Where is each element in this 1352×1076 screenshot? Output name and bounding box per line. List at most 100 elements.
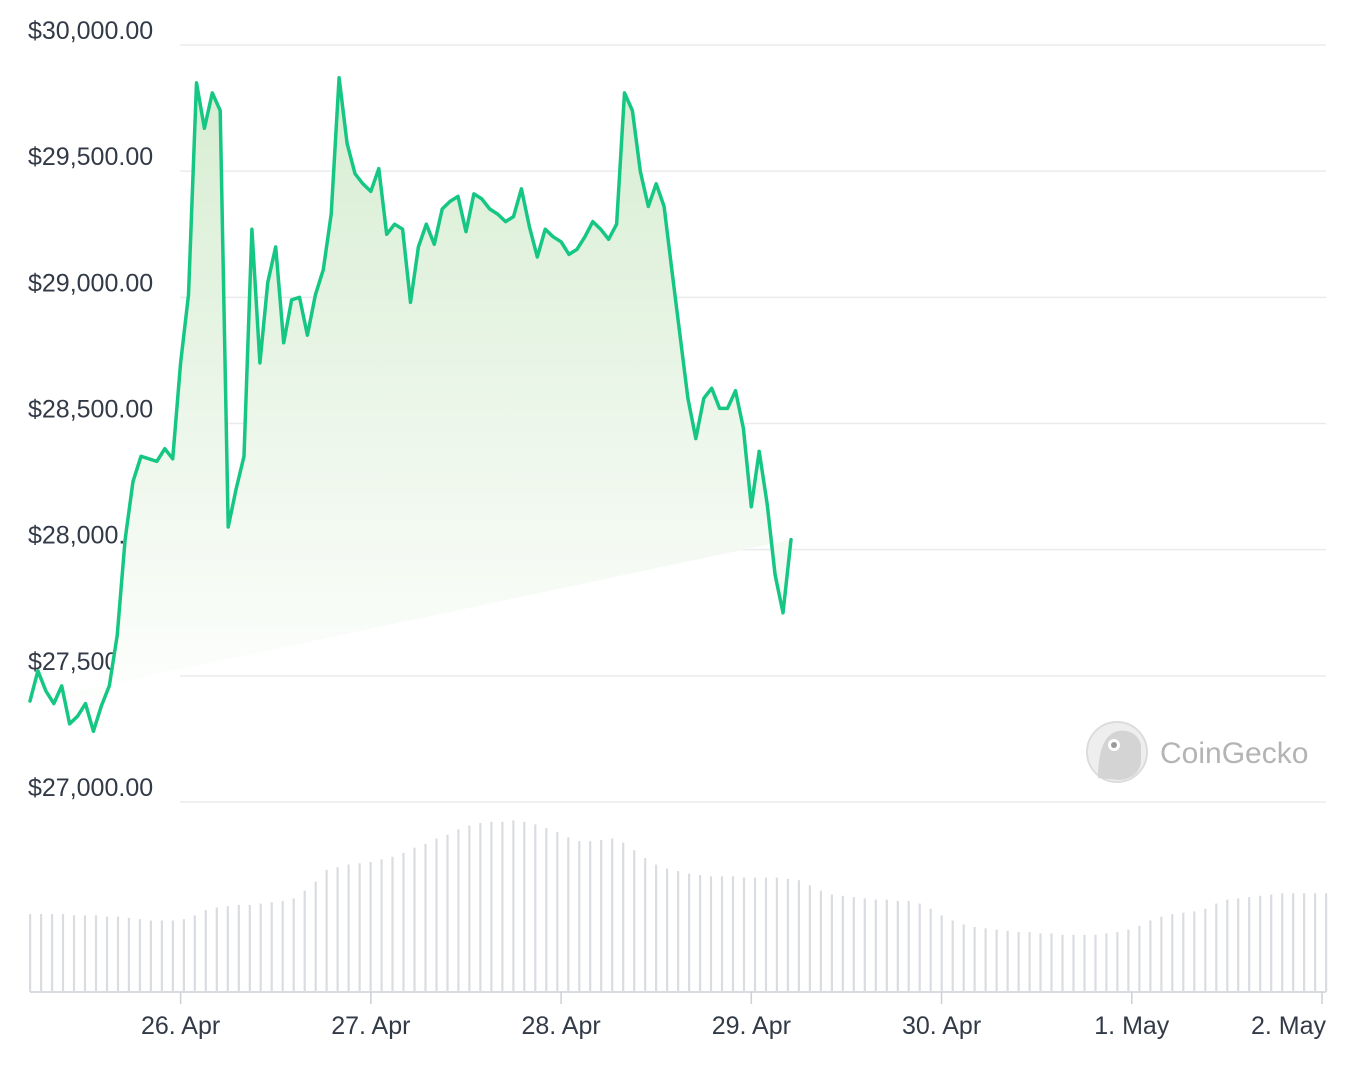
volume-bar <box>248 904 251 992</box>
volume-bar <box>83 915 87 992</box>
volume-bar <box>446 834 449 992</box>
volume-bar <box>204 910 207 992</box>
volume-bar <box>160 920 163 992</box>
volume-bar <box>1292 893 1295 992</box>
volume-bar <box>303 890 306 992</box>
volume-bar <box>72 915 76 992</box>
y-tick-label: $30,000.00 <box>28 17 153 45</box>
volume-bar <box>1193 911 1196 992</box>
volume-bar <box>611 838 614 992</box>
volume-bar <box>1237 898 1240 992</box>
volume-bar <box>918 903 921 992</box>
volume-bar <box>1116 932 1119 992</box>
volume-bar <box>391 856 394 992</box>
volume-bar <box>731 876 735 992</box>
volume-bar <box>819 890 822 992</box>
volume-bar <box>182 919 185 992</box>
x-tick-label: 1. May <box>1094 1012 1170 1040</box>
volume-bar <box>501 821 504 992</box>
volume-bar <box>259 903 262 992</box>
volume-bar <box>1105 933 1108 992</box>
volume-bar <box>424 843 427 992</box>
volume-bar <box>314 881 317 992</box>
volume-bar <box>1138 925 1141 992</box>
volume-bar <box>545 828 548 992</box>
volume-bar <box>556 832 559 992</box>
volume-bar <box>677 871 680 992</box>
volume-bar <box>226 906 229 992</box>
volume-bar <box>40 914 43 992</box>
volume-bar <box>325 869 328 992</box>
volume-bar <box>1281 893 1284 992</box>
volume-bar <box>655 864 658 992</box>
volume-bar <box>1061 934 1064 992</box>
volume-bar <box>1325 893 1328 992</box>
volume-bar <box>688 873 691 992</box>
volume-bar <box>193 915 196 992</box>
volume-bar <box>171 920 174 992</box>
price-line <box>28 76 793 734</box>
volume-bar <box>29 914 32 992</box>
volume-bar <box>94 915 98 992</box>
volume-bars <box>29 820 1328 992</box>
volume-bar <box>589 841 592 992</box>
volume-bar <box>578 841 581 992</box>
volume-bar <box>1259 895 1262 992</box>
volume-bar <box>149 920 152 992</box>
volume-bar <box>709 876 713 992</box>
volume-bar <box>907 901 910 992</box>
volume-bar <box>1248 897 1251 992</box>
volume-bar <box>105 916 109 992</box>
volume-bar <box>1072 934 1075 992</box>
volume-bar <box>237 904 240 992</box>
volume-bar <box>951 920 954 992</box>
volume-bar <box>874 899 877 992</box>
volume-bar <box>1149 920 1152 992</box>
coingecko-watermark: CoinGecko <box>1086 721 1308 783</box>
volume-bar <box>841 895 844 992</box>
gecko-logo-icon <box>1086 721 1148 783</box>
volume-bar <box>973 927 976 992</box>
volume-bar <box>1226 899 1229 992</box>
y-tick-label: $29,000.00 <box>28 269 153 297</box>
volume-bar <box>1028 932 1031 992</box>
volume-bar <box>995 929 998 992</box>
volume-bar <box>369 862 372 992</box>
volume-bar <box>830 894 833 992</box>
volume-bar <box>863 898 866 992</box>
volume-bar <box>1050 933 1053 992</box>
volume-bar <box>786 878 789 992</box>
volume-bar <box>1017 932 1020 992</box>
x-tick-label: 29. Apr <box>712 1012 791 1040</box>
volume-bar <box>600 839 603 992</box>
price-area <box>30 77 791 732</box>
volume-bar <box>929 908 932 992</box>
volume-bar <box>127 917 130 992</box>
volume-bar <box>742 877 746 992</box>
volume-bar <box>358 863 361 992</box>
volume-bar <box>666 868 669 992</box>
x-tick-label: 28. Apr <box>521 1012 600 1040</box>
volume-bar <box>512 820 515 992</box>
volume-bar <box>1314 893 1317 992</box>
volume-bar <box>1303 893 1306 992</box>
y-axis-labels: $27,000.00$27,500.00$28,000.00$28,500.00… <box>28 17 153 802</box>
volume-bar <box>1039 933 1042 992</box>
volume-bar <box>1215 903 1218 992</box>
volume-bar <box>699 875 702 992</box>
volume-bar <box>215 907 218 992</box>
volume-bar <box>435 838 438 992</box>
volume-bar <box>281 901 284 992</box>
volume-bar <box>1160 916 1163 992</box>
volume-bar <box>720 876 724 992</box>
volume-bar <box>896 901 899 992</box>
volume-bar <box>457 829 460 992</box>
y-tick-label: $29,500.00 <box>28 143 153 171</box>
volume-bar <box>51 914 54 992</box>
volume-bar <box>116 916 120 992</box>
y-tick-label: $27,000.00 <box>28 774 153 802</box>
x-tick-label: 30. Apr <box>902 1012 981 1040</box>
volume-bar <box>797 880 800 992</box>
volume-bar <box>292 898 295 992</box>
